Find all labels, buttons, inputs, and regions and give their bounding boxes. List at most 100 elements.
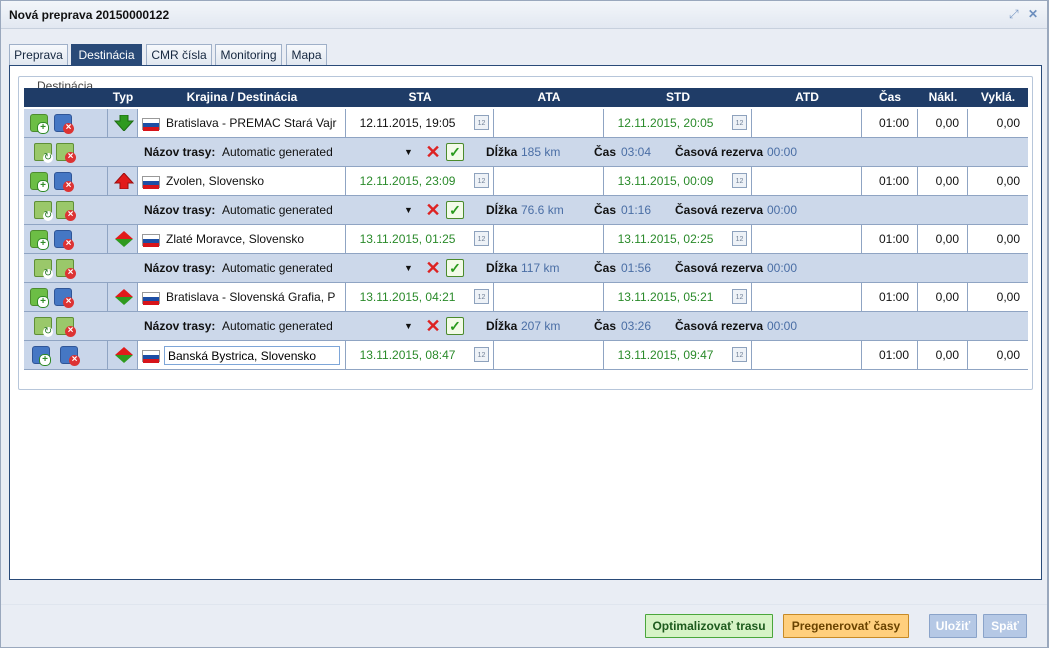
sta-cell[interactable]: 12.11.2015, 23:09 12: [346, 167, 494, 195]
ata-cell[interactable]: [494, 225, 604, 253]
calendar-icon[interactable]: 12: [732, 289, 747, 304]
ata-cell[interactable]: [494, 167, 604, 195]
tab-monitoring[interactable]: Monitoring: [215, 44, 282, 66]
recalculate-route-icon[interactable]: [34, 259, 53, 279]
delete-destination-icon[interactable]: [54, 114, 74, 134]
cancel-route-icon[interactable]: ✕: [425, 142, 441, 162]
sta-cell[interactable]: 13.11.2015, 01:25 12: [346, 225, 494, 253]
atd-cell[interactable]: [752, 109, 862, 137]
load-cell[interactable]: 0,00: [918, 167, 968, 195]
atd-cell[interactable]: [752, 225, 862, 253]
delete-destination-icon[interactable]: [54, 230, 74, 250]
delete-route-icon[interactable]: [56, 317, 76, 337]
time-cell[interactable]: 01:00: [862, 109, 918, 137]
ata-cell[interactable]: [494, 283, 604, 311]
confirm-route-icon[interactable]: ✓: [446, 201, 464, 219]
cancel-route-icon[interactable]: ✕: [425, 258, 441, 278]
time-cell[interactable]: 01:00: [862, 283, 918, 311]
destination-row[interactable]: Zlaté Moravce, Slovensko 13.11.2015, 01:…: [24, 225, 1028, 254]
unload-cell[interactable]: 0,00: [968, 109, 1028, 137]
delete-destination-icon[interactable]: [54, 172, 74, 192]
destination-place-cell[interactable]: Zlaté Moravce, Slovensko: [138, 225, 346, 253]
route-name-select[interactable]: Automatic generated: [222, 203, 333, 217]
recalculate-route-icon[interactable]: [34, 317, 53, 337]
add-destination-icon[interactable]: [30, 172, 49, 192]
chevron-down-icon[interactable]: ▼: [404, 205, 413, 215]
delete-route-icon[interactable]: [56, 201, 76, 221]
save-button[interactable]: Uložiť: [929, 614, 977, 638]
cancel-route-icon[interactable]: ✕: [425, 200, 441, 220]
load-cell[interactable]: 0,00: [918, 341, 968, 369]
recalculate-route-icon[interactable]: [34, 201, 53, 221]
chevron-down-icon[interactable]: ▼: [404, 321, 413, 331]
recalculate-route-icon[interactable]: [34, 143, 53, 163]
delete-route-icon[interactable]: [56, 143, 76, 163]
route-name-select[interactable]: Automatic generated: [222, 319, 333, 333]
std-cell[interactable]: 13.11.2015, 05:21 12: [604, 283, 752, 311]
load-cell[interactable]: 0,00: [918, 283, 968, 311]
destination-place-cell[interactable]: Bratislava - Slovenská Grafia, P: [138, 283, 346, 311]
sta-cell[interactable]: 12.11.2015, 19:05 12: [346, 109, 494, 137]
delete-destination-icon[interactable]: [54, 288, 74, 308]
ata-cell[interactable]: [494, 109, 604, 137]
close-icon[interactable]: ✕: [1028, 7, 1039, 21]
std-cell[interactable]: 13.11.2015, 00:09 12: [604, 167, 752, 195]
calendar-icon[interactable]: 12: [732, 231, 747, 246]
destination-input[interactable]: [164, 346, 340, 365]
tab-cmr-cisla[interactable]: CMR čísla: [146, 44, 212, 66]
calendar-icon[interactable]: 12: [474, 347, 489, 362]
add-destination-icon[interactable]: [30, 230, 49, 250]
optimize-route-button[interactable]: Optimalizovať trasu: [645, 614, 773, 638]
atd-cell[interactable]: [752, 341, 862, 369]
destination-row[interactable]: Bratislava - PREMAC Stará Vajr 12.11.201…: [24, 109, 1028, 138]
unload-cell[interactable]: 0,00: [968, 341, 1028, 369]
unload-cell[interactable]: 0,00: [968, 167, 1028, 195]
route-name-select[interactable]: Automatic generated: [222, 261, 333, 275]
route-name-select[interactable]: Automatic generated: [222, 145, 333, 159]
load-cell[interactable]: 0,00: [918, 225, 968, 253]
cancel-route-icon[interactable]: ✕: [425, 316, 441, 336]
calendar-icon[interactable]: 12: [732, 347, 747, 362]
regenerate-times-button[interactable]: Pregenerovať časy: [783, 614, 909, 638]
time-cell[interactable]: 01:00: [862, 225, 918, 253]
destination-place-cell[interactable]: Zvolen, Slovensko: [138, 167, 346, 195]
delete-destination-icon[interactable]: [60, 346, 80, 366]
confirm-route-icon[interactable]: ✓: [446, 259, 464, 277]
time-cell[interactable]: 01:00: [862, 167, 918, 195]
calendar-icon[interactable]: 12: [474, 289, 489, 304]
delete-route-icon[interactable]: [56, 259, 76, 279]
destination-row[interactable]: 13.11.2015, 08:47 12 13.11.2015, 09:47 1…: [24, 341, 1028, 370]
calendar-icon[interactable]: 12: [474, 173, 489, 188]
calendar-icon[interactable]: 12: [474, 115, 489, 130]
add-destination-icon[interactable]: [30, 288, 49, 308]
unload-cell[interactable]: 0,00: [968, 283, 1028, 311]
unload-cell[interactable]: 0,00: [968, 225, 1028, 253]
chevron-down-icon[interactable]: ▼: [404, 147, 413, 157]
add-destination-icon[interactable]: [32, 346, 51, 366]
std-cell[interactable]: 13.11.2015, 02:25 12: [604, 225, 752, 253]
calendar-icon[interactable]: 12: [732, 115, 747, 130]
confirm-route-icon[interactable]: ✓: [446, 317, 464, 335]
calendar-icon[interactable]: 12: [474, 231, 489, 246]
chevron-down-icon[interactable]: ▼: [404, 263, 413, 273]
tab-preprava[interactable]: Preprava: [9, 44, 68, 66]
atd-cell[interactable]: [752, 283, 862, 311]
destination-place-cell[interactable]: Bratislava - PREMAC Stará Vajr: [138, 109, 346, 137]
destination-row[interactable]: Zvolen, Slovensko 12.11.2015, 23:09 12 1…: [24, 167, 1028, 196]
sta-cell[interactable]: 13.11.2015, 04:21 12: [346, 283, 494, 311]
back-button[interactable]: Späť: [983, 614, 1027, 638]
add-destination-icon[interactable]: [30, 114, 49, 134]
confirm-route-icon[interactable]: ✓: [446, 143, 464, 161]
ata-cell[interactable]: [494, 341, 604, 369]
sta-cell[interactable]: 13.11.2015, 08:47 12: [346, 341, 494, 369]
time-cell[interactable]: 01:00: [862, 341, 918, 369]
calendar-icon[interactable]: 12: [732, 173, 747, 188]
destination-row[interactable]: Bratislava - Slovenská Grafia, P 13.11.2…: [24, 283, 1028, 312]
destination-place-cell[interactable]: [138, 341, 346, 369]
atd-cell[interactable]: [752, 167, 862, 195]
expand-icon[interactable]: ⤢: [1009, 7, 1019, 21]
load-cell[interactable]: 0,00: [918, 109, 968, 137]
std-cell[interactable]: 12.11.2015, 20:05 12: [604, 109, 752, 137]
std-cell[interactable]: 13.11.2015, 09:47 12: [604, 341, 752, 369]
tab-destinacia[interactable]: Destinácia: [71, 44, 142, 66]
